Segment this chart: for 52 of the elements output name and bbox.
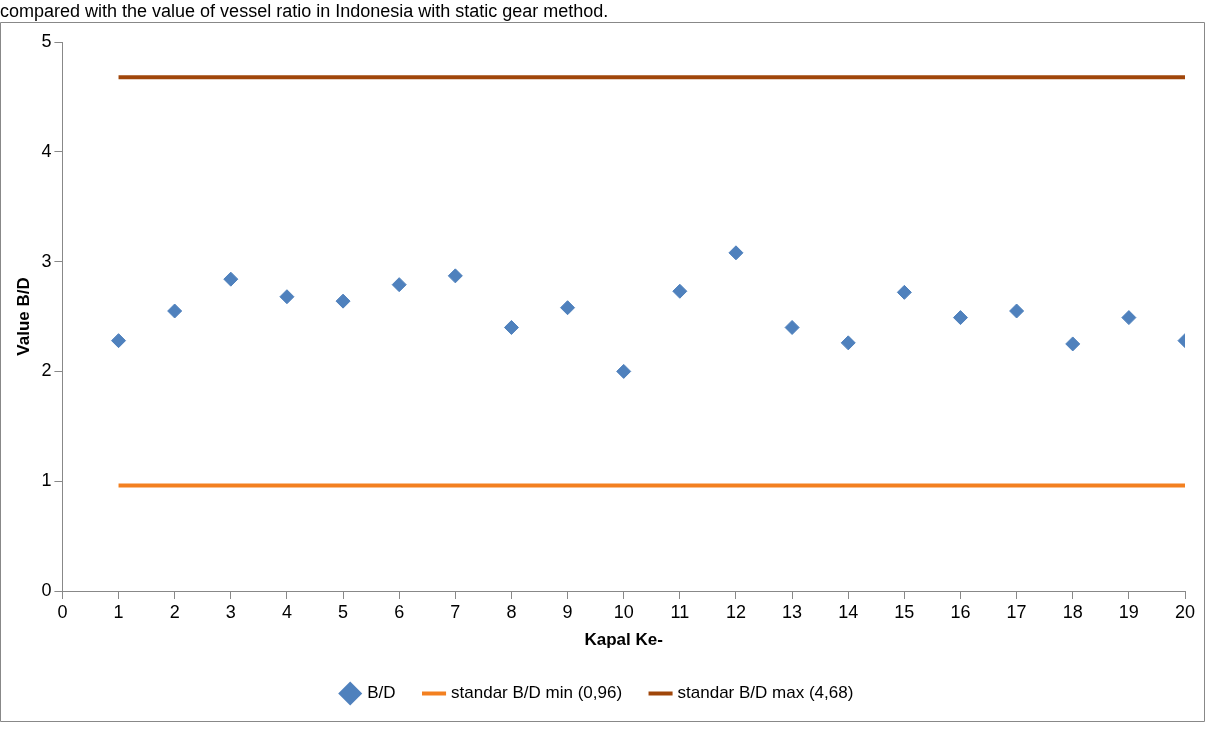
x-tick-label: 5	[338, 601, 349, 622]
point	[784, 319, 800, 335]
x-tick-label: 8	[506, 601, 517, 622]
point	[111, 333, 127, 349]
x-tick-label: 1	[113, 601, 124, 622]
y-tick-label: 0	[41, 579, 52, 600]
text: compared with the value of vessel ratio in Indonesia with static gear method.	[0, 0, 610, 22]
x-tick-label: 18	[1062, 601, 1083, 622]
point	[1121, 310, 1137, 326]
point	[672, 283, 688, 299]
point	[447, 268, 463, 284]
point	[503, 319, 519, 335]
x-tick-label: 16	[950, 601, 971, 622]
point	[560, 300, 576, 316]
y-axis-title: Value B/D	[13, 277, 33, 356]
x-tick-label: 10	[613, 601, 634, 622]
y-tick-label: 1	[41, 470, 52, 491]
x-tick-label: 9	[562, 601, 573, 622]
x-tick-label: 19	[1118, 601, 1139, 622]
x-tick-label: 17	[1006, 601, 1027, 622]
x-tick-label: 14	[838, 601, 859, 622]
x-tick-label: 4	[281, 601, 292, 622]
y-tick-label: 2	[41, 360, 52, 381]
y-tick-label: 4	[41, 140, 52, 161]
x-tick-label: 6	[394, 601, 405, 622]
y-tick-label: 3	[41, 250, 52, 271]
point	[728, 245, 744, 261]
x-tick-label: 13	[782, 601, 803, 622]
point	[1065, 336, 1081, 352]
legend-label: standar B/D max (4,68)	[677, 683, 854, 703]
x-tick-label: 12	[725, 601, 746, 622]
point	[896, 284, 912, 300]
point	[391, 277, 407, 293]
x-tick-label: 2	[169, 601, 180, 622]
x-tick-label: 7	[450, 601, 461, 622]
x-tick-label: 15	[894, 601, 915, 622]
point	[279, 289, 295, 305]
x-tick-label: 3	[225, 601, 236, 622]
x-tick-label: 11	[670, 601, 690, 622]
legend-label: B/D	[367, 683, 396, 703]
point	[1009, 303, 1025, 319]
point	[223, 271, 239, 287]
point	[335, 293, 351, 309]
x-axis-title: Kapal Ke-	[584, 630, 663, 650]
point	[840, 335, 856, 351]
y-tick-label: 5	[41, 30, 52, 51]
point	[616, 363, 632, 379]
point	[167, 303, 183, 319]
legend-label: standar B/D min (0,96)	[451, 683, 623, 703]
x-tick-label: 20	[1174, 601, 1196, 622]
point	[952, 310, 968, 326]
x-tick-label: 0	[57, 601, 68, 622]
